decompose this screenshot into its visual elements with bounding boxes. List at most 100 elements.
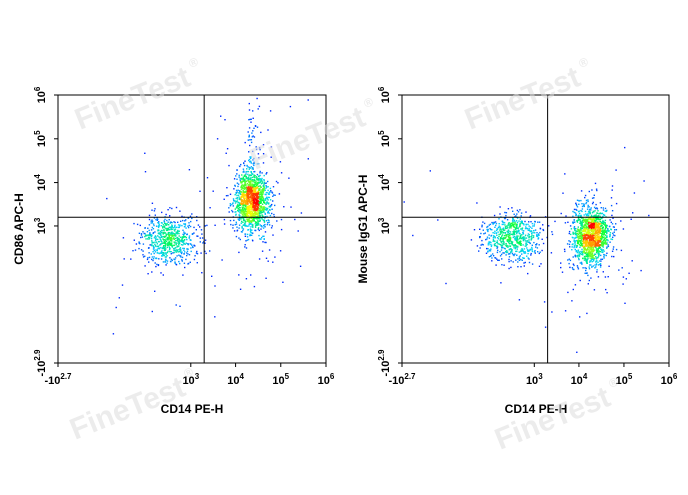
event-point [180, 240, 182, 243]
event-point [264, 213, 266, 215]
event-point [241, 212, 243, 214]
event-point [585, 219, 587, 221]
event-point [503, 242, 505, 244]
event-point [241, 206, 243, 208]
event-point [171, 240, 173, 242]
event-point [260, 212, 263, 214]
event-point [624, 146, 626, 149]
event-point [294, 218, 296, 221]
event-point [606, 292, 608, 294]
event-point [252, 191, 254, 194]
event-point [597, 222, 600, 224]
event-point [239, 191, 241, 193]
event-point [514, 220, 516, 223]
event-point [258, 175, 260, 177]
event-point [586, 258, 589, 261]
event-point [614, 234, 616, 237]
event-point [522, 236, 524, 238]
event-point [586, 243, 588, 245]
event-point [236, 194, 238, 197]
event-point [269, 214, 272, 217]
event-point [496, 234, 498, 236]
event-point [142, 256, 145, 258]
event-point [252, 173, 254, 175]
event-point [493, 222, 495, 224]
event-point [585, 245, 587, 247]
event-point [243, 195, 246, 197]
event-point [506, 231, 508, 233]
event-point [538, 234, 540, 236]
event-point [505, 234, 507, 236]
event-point [256, 192, 258, 194]
event-point [121, 284, 124, 286]
event-point [554, 220, 556, 223]
event-point [238, 219, 241, 221]
event-point [240, 182, 243, 184]
event-point [597, 229, 599, 231]
event-point [571, 246, 573, 248]
event-point [596, 232, 599, 234]
event-point [166, 243, 168, 245]
event-point [171, 246, 174, 248]
event-point [560, 212, 562, 215]
event-point [272, 234, 274, 236]
event-point [490, 255, 492, 257]
event-point [242, 212, 245, 214]
event-point [531, 232, 533, 235]
event-point [189, 243, 191, 245]
event-point [254, 212, 256, 214]
event-point [185, 236, 187, 239]
event-point [184, 232, 186, 235]
event-point [587, 274, 589, 277]
event-point [611, 185, 614, 187]
event-point [529, 215, 532, 217]
event-point [503, 229, 506, 231]
event-point [532, 230, 535, 232]
event-point [229, 205, 232, 207]
event-point [590, 218, 592, 221]
event-point [583, 225, 586, 227]
event-point [174, 235, 176, 237]
event-point [599, 218, 601, 220]
event-point [592, 230, 594, 233]
event-point [580, 227, 583, 230]
event-point [582, 225, 585, 228]
event-point [515, 224, 517, 226]
event-point [588, 266, 590, 268]
event-point [507, 253, 510, 255]
event-point [586, 219, 589, 221]
event-point [268, 191, 271, 193]
event-point [534, 221, 536, 223]
event-point [499, 255, 502, 257]
event-point [188, 237, 190, 239]
event-point [594, 267, 596, 269]
event-point [244, 175, 246, 177]
event-point [164, 246, 166, 248]
event-point [267, 180, 269, 183]
event-point [589, 240, 591, 243]
event-point [533, 251, 536, 253]
plot-frame [57, 94, 327, 364]
event-point [249, 196, 251, 198]
event-point [254, 208, 256, 210]
event-point [509, 225, 511, 227]
event-point [518, 259, 521, 261]
event-point [580, 231, 583, 234]
event-point [252, 225, 254, 227]
event-point [515, 237, 518, 239]
event-point [251, 136, 253, 138]
event-point [153, 210, 156, 212]
event-point [251, 185, 253, 187]
event-point [582, 257, 584, 259]
event-point [586, 237, 588, 240]
event-point [500, 237, 502, 239]
event-point [527, 272, 529, 275]
event-point [501, 230, 503, 232]
event-point [585, 267, 587, 270]
event-point [168, 236, 171, 238]
event-point [235, 197, 237, 200]
event-point [154, 214, 156, 216]
event-point [521, 221, 523, 224]
event-point [155, 225, 158, 227]
event-point [171, 259, 173, 262]
